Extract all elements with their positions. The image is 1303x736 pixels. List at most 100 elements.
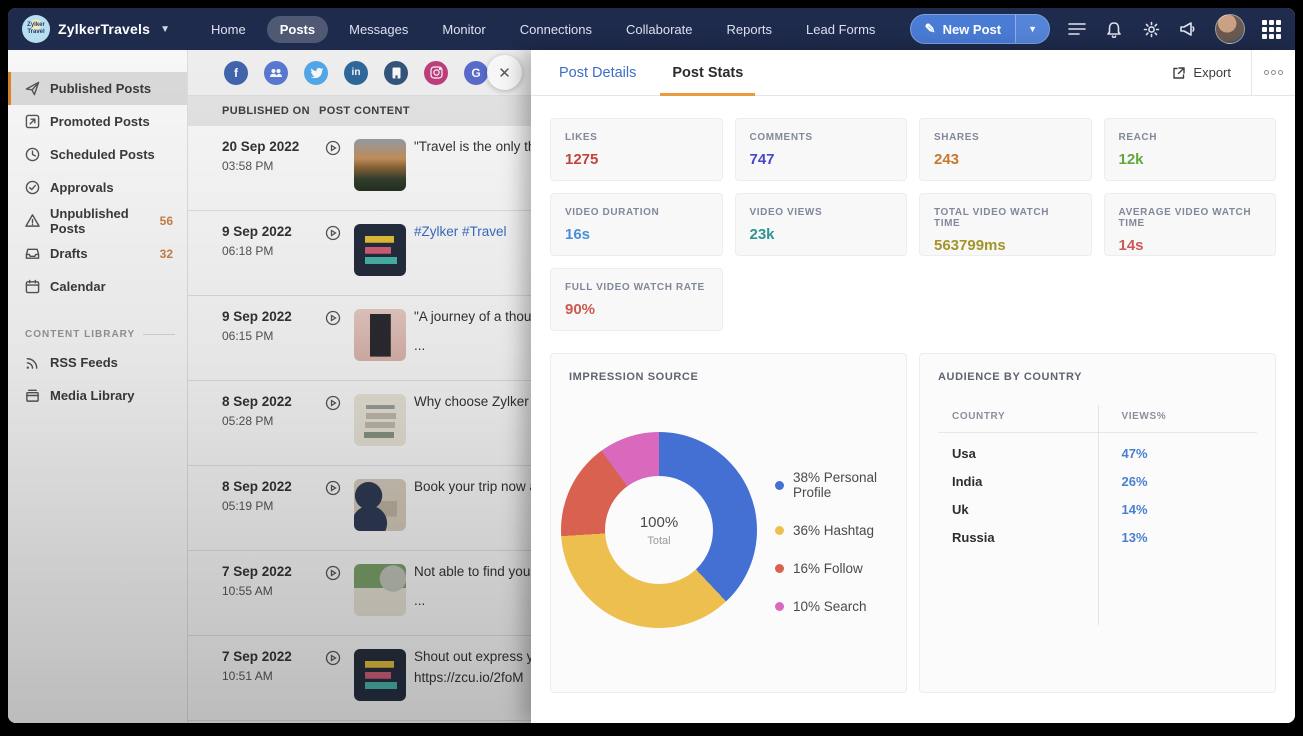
new-post-button[interactable]: ✎ New Post ▼ — [909, 14, 1050, 44]
post-thumbnail — [354, 139, 406, 191]
stats-grid: LIKES 1275 COMMENTS 747 SHARES 243 REACH… — [550, 118, 1276, 331]
sidebar-item-unpublished-posts[interactable]: Unpublished Posts 56 — [8, 204, 187, 237]
top-navbar: Zylker Travel ZylkerTravels ▼ Home Posts… — [8, 8, 1295, 50]
sidebar-item-calendar[interactable]: Calendar — [8, 270, 187, 303]
menu-lines-icon[interactable] — [1067, 19, 1087, 39]
nav-item-posts[interactable]: Posts — [266, 15, 329, 43]
sidebar: Published Posts Promoted Posts Scheduled… — [8, 50, 188, 723]
close-panel-button[interactable]: ✕ — [487, 55, 522, 90]
linkedin-icon[interactable]: in — [344, 60, 368, 85]
gear-icon[interactable] — [1141, 19, 1161, 39]
tab-post-details[interactable]: Post Details — [559, 64, 637, 81]
play-icon — [325, 225, 341, 241]
post-rows: 20 Sep 2022 03:58 PM "Travel is the only … — [188, 126, 531, 723]
facebook-icon[interactable]: f — [224, 60, 248, 85]
nav-item-collaborate[interactable]: Collaborate — [626, 21, 693, 37]
play-icon — [325, 395, 341, 411]
audience-row: Uk 14% — [952, 502, 1148, 517]
stat-card-reach: REACH 12k — [1103, 118, 1276, 181]
post-thumbnail — [354, 649, 406, 701]
sidebar-item-published-posts[interactable]: Published Posts — [8, 72, 187, 105]
column-divider — [1097, 405, 1099, 625]
legend-dot — [775, 526, 784, 535]
brand-switcher[interactable]: Zylker Travel ZylkerTravels ▼ — [22, 15, 170, 43]
audience-title: AUDIENCE BY COUNTRY — [938, 371, 1083, 383]
nav-item-reports[interactable]: Reports — [726, 21, 773, 37]
drafts-count-badge: 32 — [159, 246, 173, 261]
play-icon — [325, 565, 341, 581]
app-grid-icon[interactable] — [1262, 19, 1281, 39]
rss-icon — [26, 358, 38, 369]
column-published-on: PUBLISHED ON — [222, 105, 310, 117]
nav-item-lead-forms[interactable]: Lead Forms — [806, 21, 876, 37]
sidebar-item-promoted-posts[interactable]: Promoted Posts — [8, 105, 187, 138]
megaphone-icon[interactable] — [1178, 19, 1198, 39]
post-thumbnail — [354, 564, 406, 616]
nav-item-home[interactable]: Home — [211, 21, 246, 37]
legend-item-follow: 16% Follow — [775, 561, 906, 576]
brand-name: ZylkerTravels — [58, 21, 151, 37]
legend-dot — [775, 480, 784, 490]
primary-nav: Home Posts Messages Monitor Connections … — [198, 15, 888, 43]
google-icon[interactable]: G — [464, 60, 488, 85]
nav-item-connections[interactable]: Connections — [519, 21, 593, 37]
new-post-dropdown[interactable]: ▼ — [1015, 15, 1049, 43]
sidebar-item-rss-feeds[interactable]: RSS Feeds — [8, 346, 187, 379]
stat-card-likes: LIKES 1275 — [550, 118, 723, 181]
export-button[interactable]: Export — [1152, 50, 1251, 95]
twitter-icon[interactable] — [304, 60, 328, 85]
audience-column-views: VIEWS% — [1121, 411, 1167, 422]
stat-card-video-duration: VIDEO DURATION 16s — [550, 193, 723, 256]
clock-icon — [25, 147, 40, 162]
unpublished-count-badge: 56 — [159, 213, 173, 228]
legend-dot — [775, 564, 784, 573]
tab-post-stats[interactable]: Post Stats — [660, 50, 756, 96]
media-library-icon — [26, 389, 39, 402]
play-icon — [325, 480, 341, 496]
legend-item-personal-profile: 38% Personal Profile — [775, 470, 906, 500]
audience-table: COUNTRY VIEWS% Usa 47% India 26% — [938, 405, 1257, 655]
user-avatar[interactable] — [1215, 14, 1245, 44]
stat-card-comments: COMMENTS 747 — [734, 118, 907, 181]
play-icon — [325, 650, 341, 666]
sidebar-item-approvals[interactable]: Approvals — [8, 171, 187, 204]
stat-card-total-watch-time: TOTAL VIDEO WATCH TIME 563799ms — [919, 193, 1092, 256]
sidebar-item-media-library[interactable]: Media Library — [8, 379, 187, 412]
sidebar-item-drafts[interactable]: Drafts 32 — [8, 237, 187, 270]
linkedin-company-icon[interactable] — [384, 60, 408, 85]
bell-icon[interactable] — [1104, 19, 1124, 39]
panel-header: Post Details Post Stats Export — [531, 50, 1295, 96]
donut-center-label: Total — [647, 534, 671, 547]
new-post-label: New Post — [942, 21, 1002, 37]
donut-center-value: 100% — [639, 513, 679, 531]
content-library-section-label: CONTENT LIBRARY — [25, 329, 187, 340]
published-posts-list: f in G ✕ PUBLISHED ON POST CO — [188, 50, 531, 723]
instagram-icon[interactable] — [424, 60, 448, 85]
impression-source-title: IMPRESSION SOURCE — [569, 371, 699, 383]
drafts-icon — [25, 248, 40, 259]
check-circle-icon — [25, 180, 40, 195]
stat-card-shares: SHARES 243 — [919, 118, 1092, 181]
table-row[interactable]: 20 Sep 2022 03:58 PM "Travel is the only … — [188, 126, 531, 211]
table-row[interactable]: 9 Sep 2022 06:18 PM #Zylker #Travel — [188, 211, 531, 296]
stat-card-video-views: VIDEO VIEWS 23k — [734, 193, 907, 256]
impression-donut-chart: 100% Total — [561, 432, 757, 628]
post-thumbnail — [354, 394, 406, 446]
nav-item-messages[interactable]: Messages — [349, 21, 409, 37]
send-icon — [25, 81, 40, 96]
pencil-icon: ✎ — [924, 21, 936, 36]
facebook-group-icon[interactable] — [264, 60, 288, 85]
sidebar-item-scheduled-posts[interactable]: Scheduled Posts — [8, 138, 187, 171]
play-icon — [325, 140, 341, 156]
nav-item-monitor[interactable]: Monitor — [442, 21, 486, 37]
export-icon — [1173, 66, 1186, 79]
audience-row: India 26% — [952, 474, 1148, 489]
post-thumbnail — [354, 309, 406, 361]
play-icon — [325, 310, 341, 326]
more-options-button[interactable] — [1251, 50, 1295, 95]
